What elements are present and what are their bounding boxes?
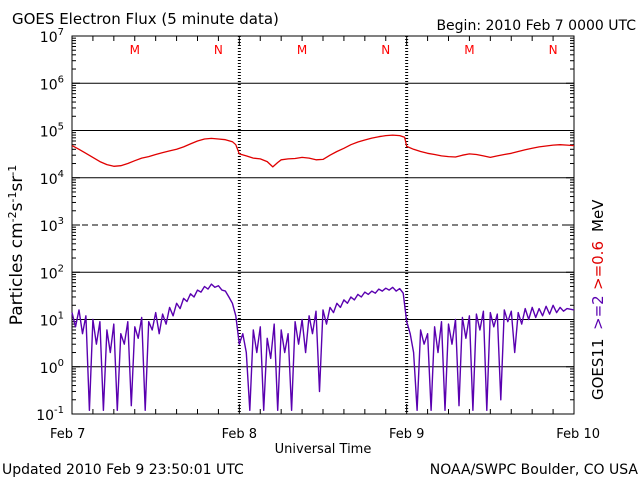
satellite-label: GOES11 (589, 338, 607, 400)
begin-time: Begin: 2010 Feb 7 0000 UTC (436, 18, 636, 34)
y-tick-label: 106 (40, 74, 64, 93)
x-tick-label: Feb 9 (389, 427, 424, 442)
x-axis-label: Universal Time (275, 442, 372, 457)
marker-n: N (549, 43, 558, 57)
marker-m: M (297, 43, 307, 57)
marker-m: M (130, 43, 140, 57)
day-dividers (237, 36, 409, 414)
y-tick-label: 101 (40, 311, 64, 330)
unit-label: MeV (589, 199, 607, 232)
y-tick-label: 10-1 (36, 405, 64, 424)
x-axis-ticks: Feb 7 Feb 8 Feb 9 Feb 10 (50, 36, 600, 442)
y-tick-label: 105 (40, 122, 64, 141)
y-tick-label: 103 (40, 216, 64, 235)
y-tick-label: 104 (40, 169, 64, 188)
series-label-06mev: >=0.6 (589, 241, 607, 290)
y-tick-label: 107 (40, 27, 64, 46)
x-tick-label: Feb 8 (222, 427, 257, 442)
y-tick-label: 100 (40, 358, 64, 377)
y-axis-label: Particles cm-2s-1sr-1 (6, 165, 27, 326)
chart-title: GOES Electron Flux (5 minute data) (12, 10, 279, 28)
x-tick-label: Feb 10 (556, 427, 600, 442)
source-credit: NOAA/SWPC Boulder, CO USA (430, 462, 639, 478)
marker-n: N (381, 43, 390, 57)
series-line-2mev (71, 283, 575, 411)
y-axis-ticks: 10-1 100 101 102 103 104 105 106 107 (36, 27, 574, 424)
updated-time: Updated 2010 Feb 9 23:50:01 UTC (2, 462, 244, 478)
series-line-0.6mev (71, 134, 575, 168)
marker-m: M (464, 43, 474, 57)
x-tick-label: Feb 7 (50, 427, 85, 442)
marker-n: N (214, 43, 223, 57)
y-tick-label: 102 (40, 263, 64, 282)
series-label-2mev: >=2 (589, 295, 607, 330)
series-lines (71, 134, 575, 411)
